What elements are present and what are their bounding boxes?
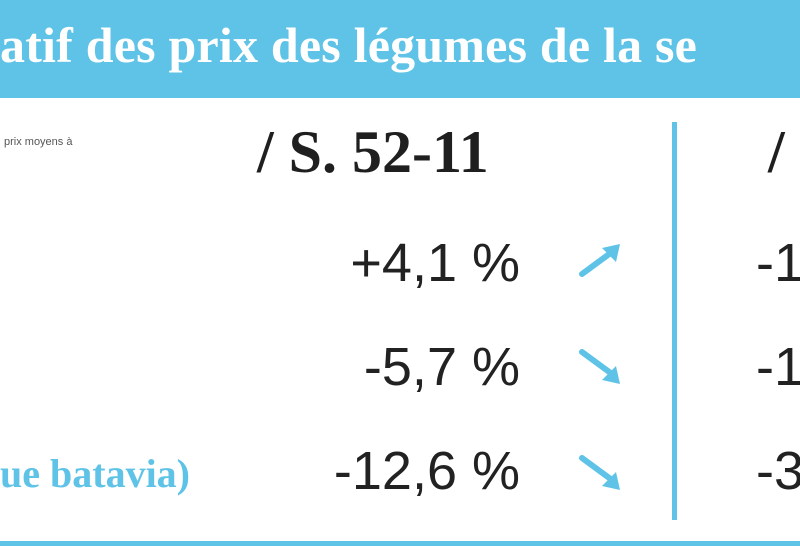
bottom-rule [0, 541, 800, 546]
title-banner: atif des prix des légumes de la se [0, 0, 800, 98]
column-divider [672, 122, 677, 520]
price-change-second: -1 [756, 337, 800, 397]
price-change: +4,1 % [350, 233, 520, 293]
row-label-batavia: ue batavia) [0, 451, 190, 496]
arrow-down-right-icon [579, 455, 620, 490]
price-change-second: -1 [756, 233, 800, 293]
arrow-down-right-icon [579, 349, 620, 384]
column-header-week: / S. 52-11 [257, 119, 489, 185]
page-title: atif des prix des légumes de la se [0, 17, 698, 73]
price-note: prix moyens à [4, 136, 73, 148]
price-change-second: -3 [756, 441, 800, 501]
column-header-second: / [768, 119, 785, 185]
arrow-up-right-icon [579, 244, 620, 277]
price-change: -12,6 % [333, 441, 520, 501]
price-change: -5,7 % [363, 337, 520, 397]
